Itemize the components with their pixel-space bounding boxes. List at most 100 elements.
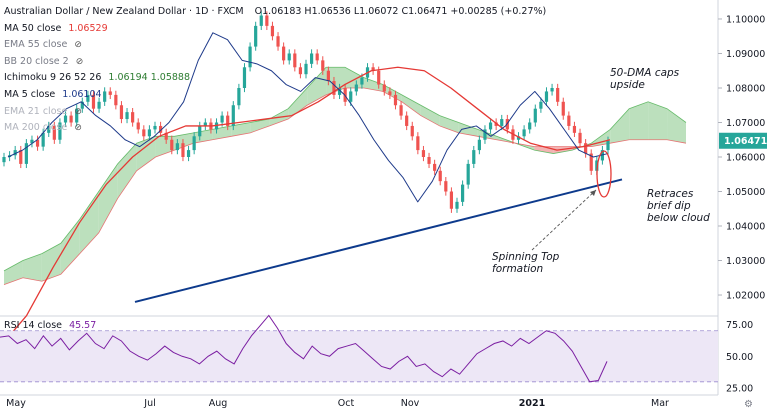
candle-body (533, 108, 537, 123)
candle-body (388, 91, 392, 95)
indicator-legend: Australian Dollar / New Zealand Dollar ·… (4, 4, 546, 137)
candle-body (561, 101, 565, 116)
candle-body (589, 153, 593, 171)
candle-body (91, 94, 96, 109)
eye-off-icon[interactable]: ⊘ (75, 56, 84, 67)
trendline-support (134, 178, 623, 303)
candle-body (472, 150, 476, 164)
candle-body (58, 122, 62, 140)
cloud-segment (610, 108, 630, 144)
cloud-segment (60, 219, 80, 275)
candle-body (287, 53, 291, 61)
candle-body (175, 143, 179, 151)
candle-body (304, 63, 308, 75)
cloud-segment (307, 67, 327, 106)
cloud-segment (382, 84, 402, 102)
candle-body (80, 101, 84, 109)
header-row: Australian Dollar / New Zealand Dollar ·… (4, 4, 546, 21)
annotation-spinning-top: Spinning Top formation (492, 251, 560, 275)
candle-body (377, 70, 381, 85)
candle-body (164, 132, 168, 140)
candle-body (226, 115, 230, 126)
candle-body (438, 170, 442, 182)
price-tick-label: 1.04000 (726, 222, 765, 233)
cloud-segment (231, 122, 251, 137)
legend-ma5[interactable]: MA 5 close 1.06104 (4, 88, 102, 100)
price-tick-label: 1.02000 (726, 291, 765, 302)
legend-ema21[interactable]: EMA 21 close ⊘ (4, 105, 82, 117)
time-tick-label: Mar (651, 398, 669, 409)
cloud-span-a (3, 66, 687, 272)
legend-ma50[interactable]: MA 50 close 1.06529 (4, 22, 108, 34)
candle-body (198, 125, 202, 137)
eye-off-icon[interactable]: ⊘ (74, 40, 82, 51)
candle-body (556, 87, 560, 102)
candle-body (153, 125, 157, 130)
time-tick-label: May (6, 398, 26, 409)
candle-body (136, 122, 140, 130)
rsi-tick-label: 50.00 (726, 352, 753, 363)
candle-body (24, 143, 28, 164)
cloud-segment (174, 132, 194, 151)
candle-body (170, 139, 174, 151)
candle-body (500, 119, 504, 126)
time-tick-label: Jul (143, 398, 155, 409)
rsi-legend[interactable]: RSI 14 close 45.57 (4, 320, 97, 331)
rsi-line (0, 314, 608, 383)
candle-body (572, 125, 577, 133)
candle-body (242, 67, 247, 88)
candle-body (282, 46, 286, 61)
eye-off-icon[interactable]: ⊘ (74, 123, 82, 134)
candle-body (231, 105, 235, 126)
legend-ma200[interactable]: MA 200 close ⊘ (4, 122, 82, 134)
candle-body (455, 201, 459, 209)
candle-body (41, 132, 45, 147)
candle-body (75, 108, 79, 123)
cloud-segment (41, 243, 61, 282)
candle-body (86, 94, 90, 102)
candle-body (265, 15, 269, 26)
candle-body (444, 181, 448, 192)
candle-body (203, 122, 207, 126)
candle-body (181, 143, 185, 157)
candle-body (97, 101, 101, 109)
candle-body (2, 157, 6, 163)
price-tick-label: 1.05000 (726, 187, 765, 198)
eye-off-icon[interactable]: ⊘ (74, 106, 82, 117)
cloud-segment (629, 101, 649, 140)
legend-ichimoku[interactable]: Ichimoku 9 26 52 26 1.06194 1.05888 (4, 72, 190, 84)
price-tick-label: 1.03000 (726, 256, 765, 267)
spinning-top-highlight (596, 150, 612, 198)
candle-body (421, 150, 426, 157)
candle-body (186, 150, 191, 157)
candle-body (248, 46, 252, 68)
candle-body (550, 87, 554, 92)
symbol-title: Australian Dollar / New Zealand Dollar ·… (4, 6, 244, 17)
candle-body (382, 84, 386, 92)
candle-body (142, 129, 146, 137)
cloud-segment (98, 163, 118, 233)
legend-ema55[interactable]: EMA 55 close ⊘ (4, 39, 82, 51)
candle-body (309, 53, 314, 64)
legend-bb20[interactable]: BB 20 close 2 ⊘ (4, 55, 84, 67)
candle-body (276, 36, 280, 47)
candle-body (63, 115, 68, 123)
cloud-segment (420, 105, 440, 126)
time-tick-label: Aug (209, 398, 228, 409)
candle-body (544, 91, 549, 102)
last-price-value: 1.06471 (724, 136, 767, 147)
candle-body (360, 77, 364, 85)
candle-body (125, 112, 129, 120)
annotation-retrace: Retraces brief dip below cloud (647, 188, 710, 224)
candle-body (494, 122, 498, 126)
time-tick-label: 2021 (519, 398, 545, 409)
candle-body (254, 25, 258, 47)
cloud-segment (288, 87, 308, 120)
rsi-band (0, 330, 718, 382)
candle-body (35, 139, 40, 147)
time-tick-label: Nov (401, 398, 420, 409)
candle-body (427, 157, 431, 164)
candle-body (410, 125, 414, 137)
